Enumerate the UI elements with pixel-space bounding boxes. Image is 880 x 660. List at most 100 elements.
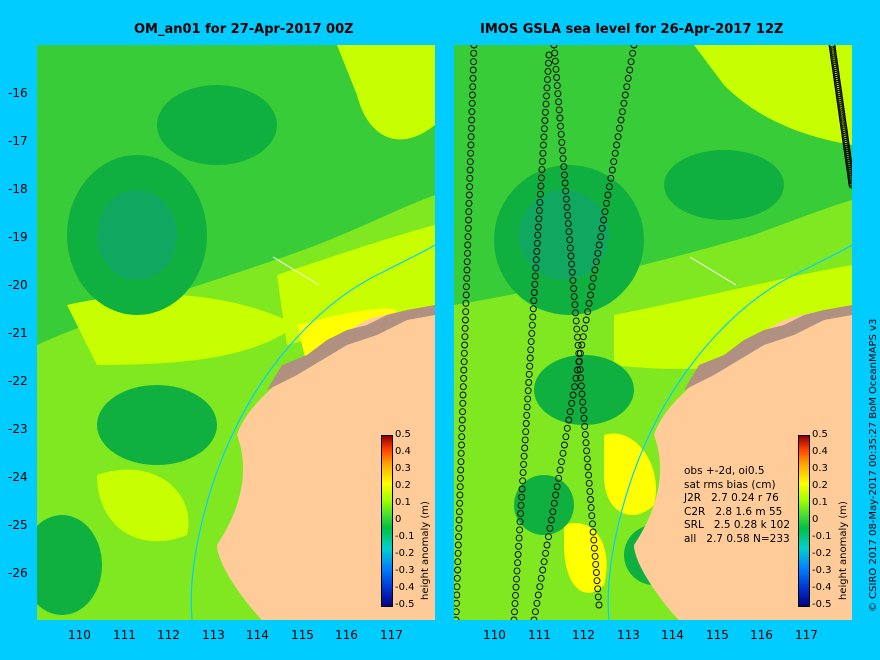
altimeter-obs-marker: [572, 317, 580, 325]
altimeter-obs-marker: [582, 316, 590, 324]
altimeter-obs-marker: [592, 560, 600, 568]
altimeter-obs-marker: [457, 458, 465, 466]
altimeter-obs-marker: [526, 354, 534, 362]
stats-box: obs +-2d, oi0.5 sat rms bias (cm) J2R 2.…: [684, 465, 790, 546]
right-colorbar-label: height anomaly (m): [838, 501, 849, 600]
transect-line: [689, 256, 737, 286]
colorbar-tick: -0.3: [395, 565, 415, 576]
altimeter-obs-marker: [522, 420, 530, 427]
altimeter-obs-marker: [589, 274, 597, 282]
altimeter-obs-marker: [458, 424, 466, 432]
credit-text: © CSIRO 2017 08-May-2017 00:35:27 BoM Oc…: [868, 318, 879, 612]
altimeter-obs-marker: [554, 90, 562, 98]
altimeter-obs-marker: [534, 591, 542, 599]
altimeter-obs-marker: [541, 108, 549, 116]
altimeter-obs-marker: [465, 216, 472, 224]
altimeter-obs-marker: [562, 187, 570, 195]
altimeter-obs-marker: [521, 436, 529, 444]
altimeter-obs-marker: [469, 83, 477, 91]
altimeter-obs-marker: [555, 106, 563, 114]
altimeter-obs-marker: [513, 567, 521, 575]
altimeter-obs-marker: [558, 458, 565, 466]
altimeter-obs-marker: [511, 608, 518, 616]
altimeter-obs-marker: [460, 358, 468, 366]
stats-row: C2R 2.8 1.6 m 55: [684, 505, 783, 518]
colorbar-tick: 0.3: [395, 463, 411, 474]
ocean-low-3: [97, 385, 217, 465]
altimeter-obs-marker: [565, 416, 573, 424]
altimeter-obs-marker: [603, 199, 610, 207]
altimeter-obs-marker: [574, 366, 581, 374]
altimeter-obs-marker: [555, 474, 563, 482]
colorbar-tick: -0.1: [812, 531, 832, 542]
altimeter-obs-marker: [551, 49, 559, 57]
altimeter-obs-marker: [536, 198, 544, 206]
altimeter-obs-marker: [510, 616, 518, 620]
altimeter-obs-marker: [610, 158, 618, 166]
altimeter-obs-marker: [461, 333, 469, 341]
ocean-low-1b: [519, 190, 609, 280]
altimeter-obs-marker: [459, 408, 466, 416]
altimeter-obs-marker: [534, 231, 542, 239]
land: [217, 305, 435, 620]
right-map: [454, 45, 852, 620]
altimeter-obs-marker: [547, 516, 555, 524]
altimeter-obs-marker: [568, 260, 576, 268]
right-colorbar: [798, 435, 810, 607]
lon-tick: 114: [246, 628, 269, 642]
altimeter-obs-marker: [576, 366, 584, 374]
altimeter-obs-marker: [537, 174, 545, 182]
altimeter-obs-marker: [520, 460, 528, 468]
altimeter-obs-marker: [542, 100, 550, 108]
altimeter-obs-marker: [563, 424, 571, 432]
altimeter-obs-marker: [560, 441, 568, 449]
altimeter-obs-marker: [515, 542, 523, 550]
altimeter-obs-marker: [456, 483, 464, 491]
altimeter-obs-marker: [517, 501, 525, 509]
altimeter-obs-marker: [454, 583, 461, 591]
lon-tick: 116: [335, 628, 358, 642]
altimeter-obs-marker: [531, 272, 539, 280]
altimeter-obs-marker: [537, 574, 545, 582]
altimeter-obs-marker: [539, 141, 547, 149]
stats-header1: obs +-2d, oi0.5: [684, 465, 765, 477]
altimeter-obs-marker: [455, 524, 463, 532]
altimeter-tracks: [454, 45, 852, 620]
altimeter-obs-marker: [532, 256, 540, 264]
altimeter-obs-marker: [460, 374, 468, 382]
altimeter-obs-marker: [569, 276, 577, 284]
lon-tick: 116: [750, 628, 773, 642]
lon-tick: 113: [202, 628, 225, 642]
altimeter-obs-marker: [467, 133, 475, 141]
altimeter-obs-marker: [614, 133, 622, 141]
colorbar-tick: -0.2: [395, 548, 415, 559]
altimeter-obs-marker: [591, 266, 599, 274]
altimeter-obs-marker: [572, 309, 579, 317]
altimeter-obs-marker: [589, 520, 596, 528]
altimeter-obs-marker: [464, 224, 472, 232]
altimeter-obs-marker: [454, 599, 460, 607]
altimeter-obs-marker: [467, 149, 475, 157]
altimeter-obs-marker: [461, 341, 469, 349]
right-panel-title: IMOS GSLA sea level for 26-Apr-2017 12Z: [480, 22, 784, 37]
altimeter-obs-marker: [571, 301, 579, 309]
altimeter-obs-marker: [457, 449, 465, 457]
altimeter-obs-marker: [459, 399, 467, 407]
altimeter-obs-marker: [571, 383, 579, 391]
colorbar-tick: -0.1: [395, 531, 415, 542]
ocean-high-south: [97, 469, 189, 542]
altimeter-obs-marker: [522, 428, 530, 436]
altimeter-obs-marker: [593, 577, 601, 585]
altimeter-obs-marker: [579, 333, 587, 341]
altimeter-obs-marker: [521, 444, 529, 452]
altimeter-obs-marker: [577, 374, 585, 382]
altimeter-obs-marker: [616, 124, 623, 132]
altimeter-obs-marker: [611, 149, 619, 157]
altimeter-obs-marker: [470, 45, 478, 49]
altimeter-obs-marker: [536, 583, 544, 591]
altimeter-obs-marker: [468, 91, 476, 99]
altimeter-obs-marker: [549, 508, 557, 516]
altimeter-obs-marker: [605, 183, 613, 191]
altimeter-obs-marker: [460, 366, 468, 374]
colorbar-tick: 0.1: [395, 497, 411, 508]
